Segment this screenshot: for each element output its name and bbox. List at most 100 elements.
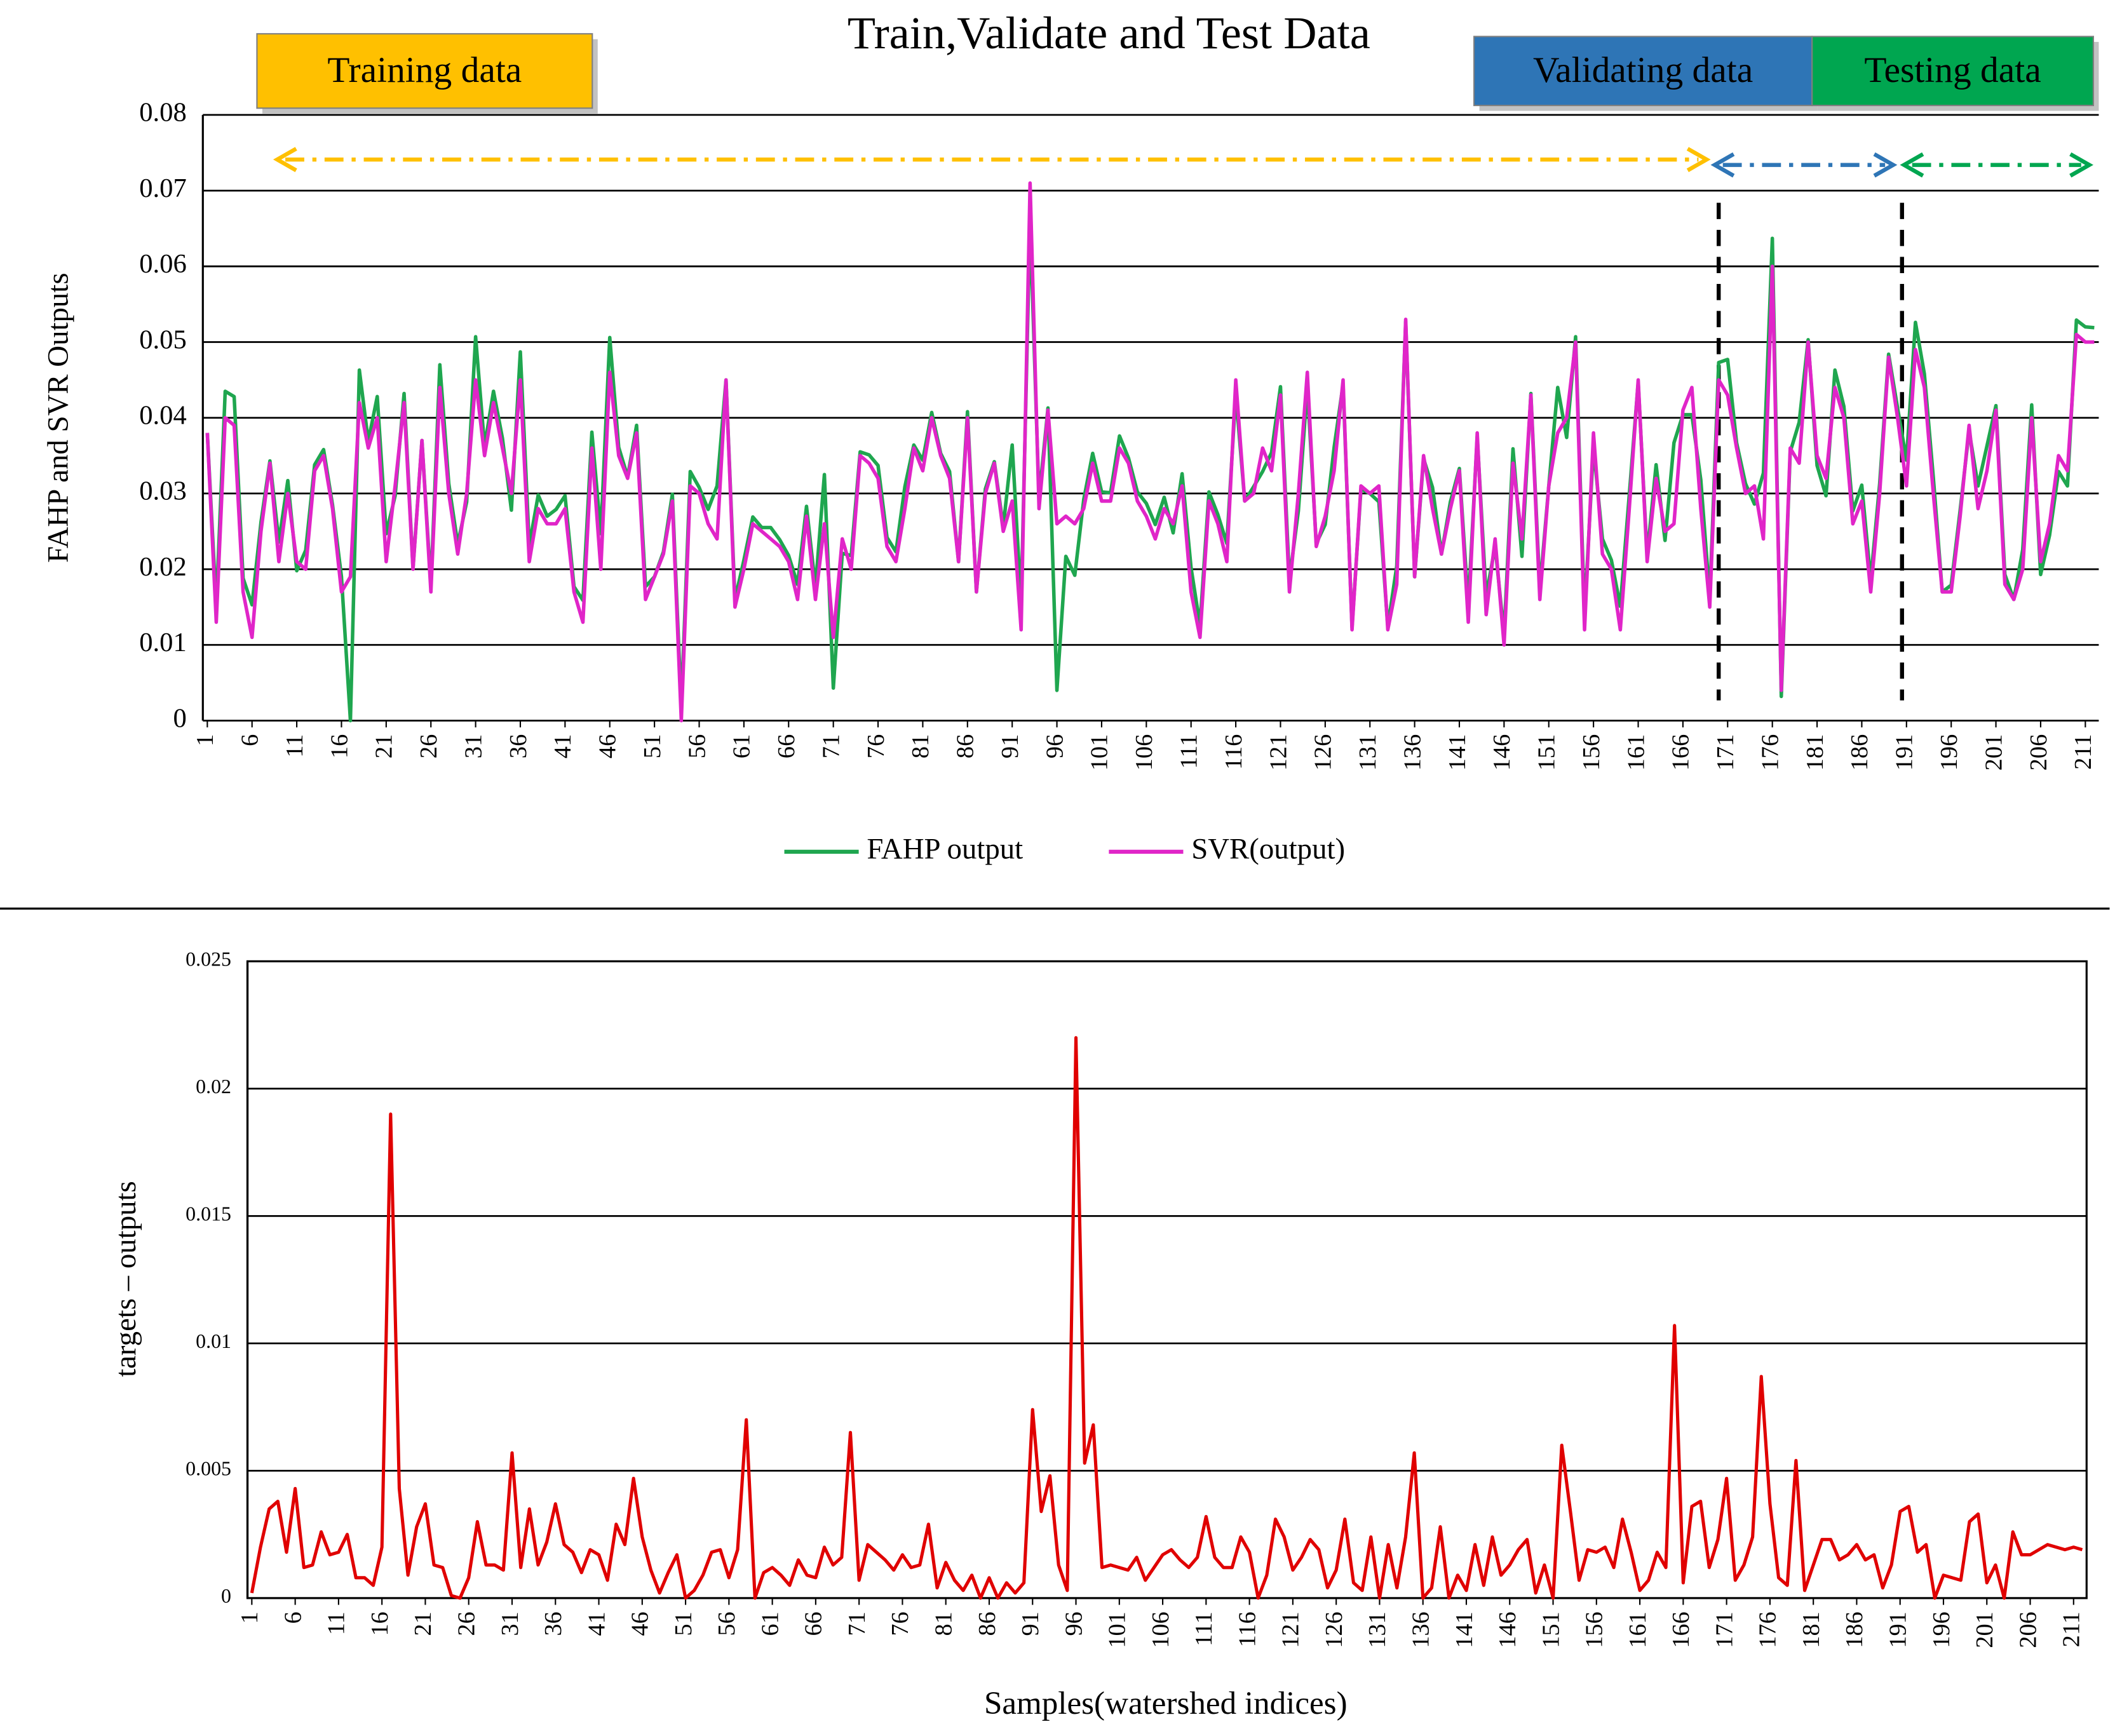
x-tick-label: 151 — [1537, 1612, 1564, 1648]
x-tick-label: 21 — [410, 1612, 436, 1636]
x-tick-label: 201 — [1980, 734, 2007, 770]
x-tick-label: 91 — [997, 734, 1024, 758]
x-tick-label: 76 — [887, 1612, 914, 1636]
x-tick-label: 61 — [757, 1612, 783, 1636]
x-tick-label: 111 — [1191, 1612, 1217, 1646]
y-tick-label: 0.06 — [139, 249, 186, 279]
y-tick-label: 0.01 — [139, 628, 186, 657]
x-tick-label: 116 — [1220, 734, 1247, 770]
x-tick-label: 101 — [1104, 1612, 1131, 1648]
arrow-head — [1710, 152, 1735, 178]
y-tick-label: 0.005 — [186, 1458, 231, 1480]
x-tick-label: 6 — [237, 734, 264, 746]
x-tick-label: 191 — [1891, 734, 1918, 770]
x-tick-label: 116 — [1234, 1612, 1260, 1647]
x-tick-label: 131 — [1364, 1612, 1391, 1648]
x-tick-label: 206 — [2015, 1612, 2041, 1648]
x-tick-label: 106 — [1131, 734, 1158, 770]
y-tick-label: 0.03 — [139, 476, 186, 506]
y-tick-label: 0.015 — [186, 1203, 231, 1225]
x-tick-label: 141 — [1451, 1612, 1478, 1648]
x-tick-label: 71 — [818, 734, 844, 758]
x-tick-label: 181 — [1802, 734, 1828, 770]
x-tick-label: 111 — [1176, 734, 1203, 769]
x-tick-label: 106 — [1147, 1612, 1174, 1648]
plot-border — [246, 960, 2088, 1599]
x-tick-label: 16 — [367, 1612, 393, 1636]
x-tick-label: 196 — [1928, 1612, 1955, 1648]
x-tick-label: 26 — [454, 1612, 480, 1636]
x-tick-label: 96 — [1060, 1612, 1087, 1636]
annotation-label: Validating data — [1533, 50, 1753, 90]
x-tick-label: 86 — [952, 734, 979, 758]
x-tick-label: 166 — [1668, 1612, 1694, 1648]
x-tick-label: 196 — [1936, 734, 1963, 770]
y-tick-label: 0.04 — [139, 400, 186, 430]
x-tick-label: 156 — [1578, 734, 1605, 770]
x-tick-label: 141 — [1444, 734, 1471, 770]
chart-title: Train,Validate and Test Data — [848, 8, 1370, 58]
x-tick-label: 131 — [1355, 734, 1381, 770]
x-tick-label: 146 — [1494, 1612, 1521, 1648]
x-tick-label: 46 — [595, 734, 621, 758]
x-tick-label: 171 — [1711, 1612, 1738, 1648]
annotation-box — [1473, 36, 1813, 107]
arrow-head — [2069, 152, 2093, 178]
x-tick-label: 191 — [1885, 1612, 1912, 1648]
x-tick-label: 31 — [497, 1612, 524, 1636]
x-tick-label: 6 — [280, 1612, 306, 1624]
y-tick-label: 0.07 — [139, 173, 186, 203]
x-tick-label: 211 — [2058, 1612, 2085, 1647]
y-tick-label: 0.025 — [186, 948, 231, 971]
x-tick-label: 66 — [801, 1612, 827, 1636]
x-tick-label: 36 — [505, 734, 532, 758]
x-tick-label: 101 — [1086, 734, 1113, 770]
x-tick-label: 51 — [670, 1612, 697, 1636]
x-tick-label: 1 — [192, 734, 219, 746]
x-tick-label: 136 — [1408, 1612, 1435, 1648]
annotation-box — [256, 33, 593, 109]
x-tick-label: 161 — [1625, 1612, 1651, 1648]
x-tick-label: 146 — [1489, 734, 1515, 770]
x-tick-label: 46 — [627, 1612, 654, 1636]
x-tick-label: 81 — [907, 734, 934, 758]
x-tick-label: 211 — [2070, 734, 2097, 770]
series-line — [205, 181, 2095, 723]
x-tick-label: 121 — [1278, 1612, 1304, 1648]
x-tick-label: 61 — [729, 734, 755, 758]
x-tick-label: 76 — [863, 734, 889, 758]
arrow-head — [1686, 147, 1711, 172]
x-tick-label: 166 — [1668, 734, 1694, 770]
x-tick-label: 126 — [1310, 734, 1337, 770]
y-tick-label: 0.02 — [139, 552, 186, 582]
x-tick-label: 16 — [326, 734, 353, 758]
legend-label: FAHP output — [867, 833, 1023, 866]
x-tick-label: 21 — [371, 734, 398, 758]
x-tick-label: 81 — [931, 1612, 957, 1636]
annotation-label: Testing data — [1864, 50, 2041, 90]
y-tick-label: 0.05 — [139, 325, 186, 354]
x-tick-label: 201 — [1971, 1612, 1998, 1648]
y-tick-label: 0.01 — [196, 1330, 231, 1352]
x-tick-label: 136 — [1399, 734, 1426, 770]
x-tick-label: 41 — [550, 734, 576, 758]
x-tick-label: 31 — [460, 734, 487, 758]
x-tick-label: 86 — [974, 1612, 1001, 1636]
x-tick-label: 126 — [1321, 1612, 1348, 1648]
annotation-label: Training data — [327, 50, 522, 90]
x-tick-label: 156 — [1581, 1612, 1608, 1648]
x-tick-label: 96 — [1041, 734, 1068, 758]
x-tick-label: 66 — [773, 734, 800, 758]
y-axis-label: targets – outputs — [109, 1181, 142, 1377]
x-tick-label: 121 — [1265, 734, 1292, 770]
arrow-head — [1900, 152, 1924, 178]
y-tick-label: 0 — [173, 703, 186, 733]
x-tick-label: 151 — [1534, 734, 1560, 770]
x-tick-label: 26 — [416, 734, 442, 758]
series-line — [250, 1036, 2083, 1600]
x-tick-label: 11 — [281, 734, 308, 758]
x-tick-label: 71 — [844, 1612, 870, 1636]
y-tick-label: 0 — [221, 1585, 231, 1607]
